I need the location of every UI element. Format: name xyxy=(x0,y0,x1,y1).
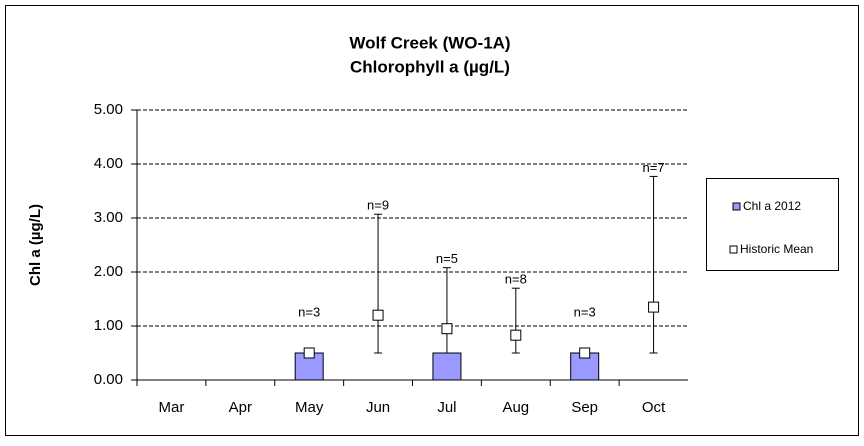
annotation: n=3 xyxy=(574,304,596,319)
legend-swatch xyxy=(732,202,741,211)
y-tick-label: 0.00 xyxy=(94,371,123,388)
mean-marker xyxy=(648,301,660,313)
x-tick-label: Jun xyxy=(366,399,390,416)
annotation: n=9 xyxy=(367,198,389,213)
legend-label: Historic Mean xyxy=(740,242,813,256)
y-tick-label: 2.00 xyxy=(94,263,123,280)
x-tick-label: Sep xyxy=(571,399,598,416)
bar xyxy=(294,352,324,381)
x-tick-label: Apr xyxy=(229,399,252,416)
bar xyxy=(432,352,462,381)
mean-marker xyxy=(303,347,315,359)
chart-subtitle: Chlorophyll a (µg/L) xyxy=(350,57,510,76)
y-tick-label: 3.00 xyxy=(94,209,123,226)
mean-marker xyxy=(510,329,522,341)
annotation: n=7 xyxy=(643,160,665,175)
legend-swatch xyxy=(729,245,738,254)
x-tick-label: Oct xyxy=(642,399,666,416)
x-tick-label: Aug xyxy=(502,399,529,416)
legend-label: Chl a 2012 xyxy=(743,199,801,213)
y-axis-label: Chl a (µg/L) xyxy=(27,204,44,286)
annotation: n=3 xyxy=(298,304,320,319)
y-tick-label: 5.00 xyxy=(94,101,123,118)
y-tick-label: 4.00 xyxy=(94,155,123,172)
x-tick-label: Mar xyxy=(159,399,185,416)
mean-marker xyxy=(579,347,591,359)
annotation: n=5 xyxy=(436,251,458,266)
annotation: n=8 xyxy=(505,272,527,287)
x-tick-label: May xyxy=(295,399,324,416)
mean-marker xyxy=(372,309,384,321)
legend xyxy=(706,178,839,271)
y-tick-label: 1.00 xyxy=(94,317,123,334)
mean-marker xyxy=(441,323,453,335)
chart-title: Wolf Creek (WO-1A) xyxy=(349,33,510,52)
x-tick-label: Jul xyxy=(437,399,456,416)
